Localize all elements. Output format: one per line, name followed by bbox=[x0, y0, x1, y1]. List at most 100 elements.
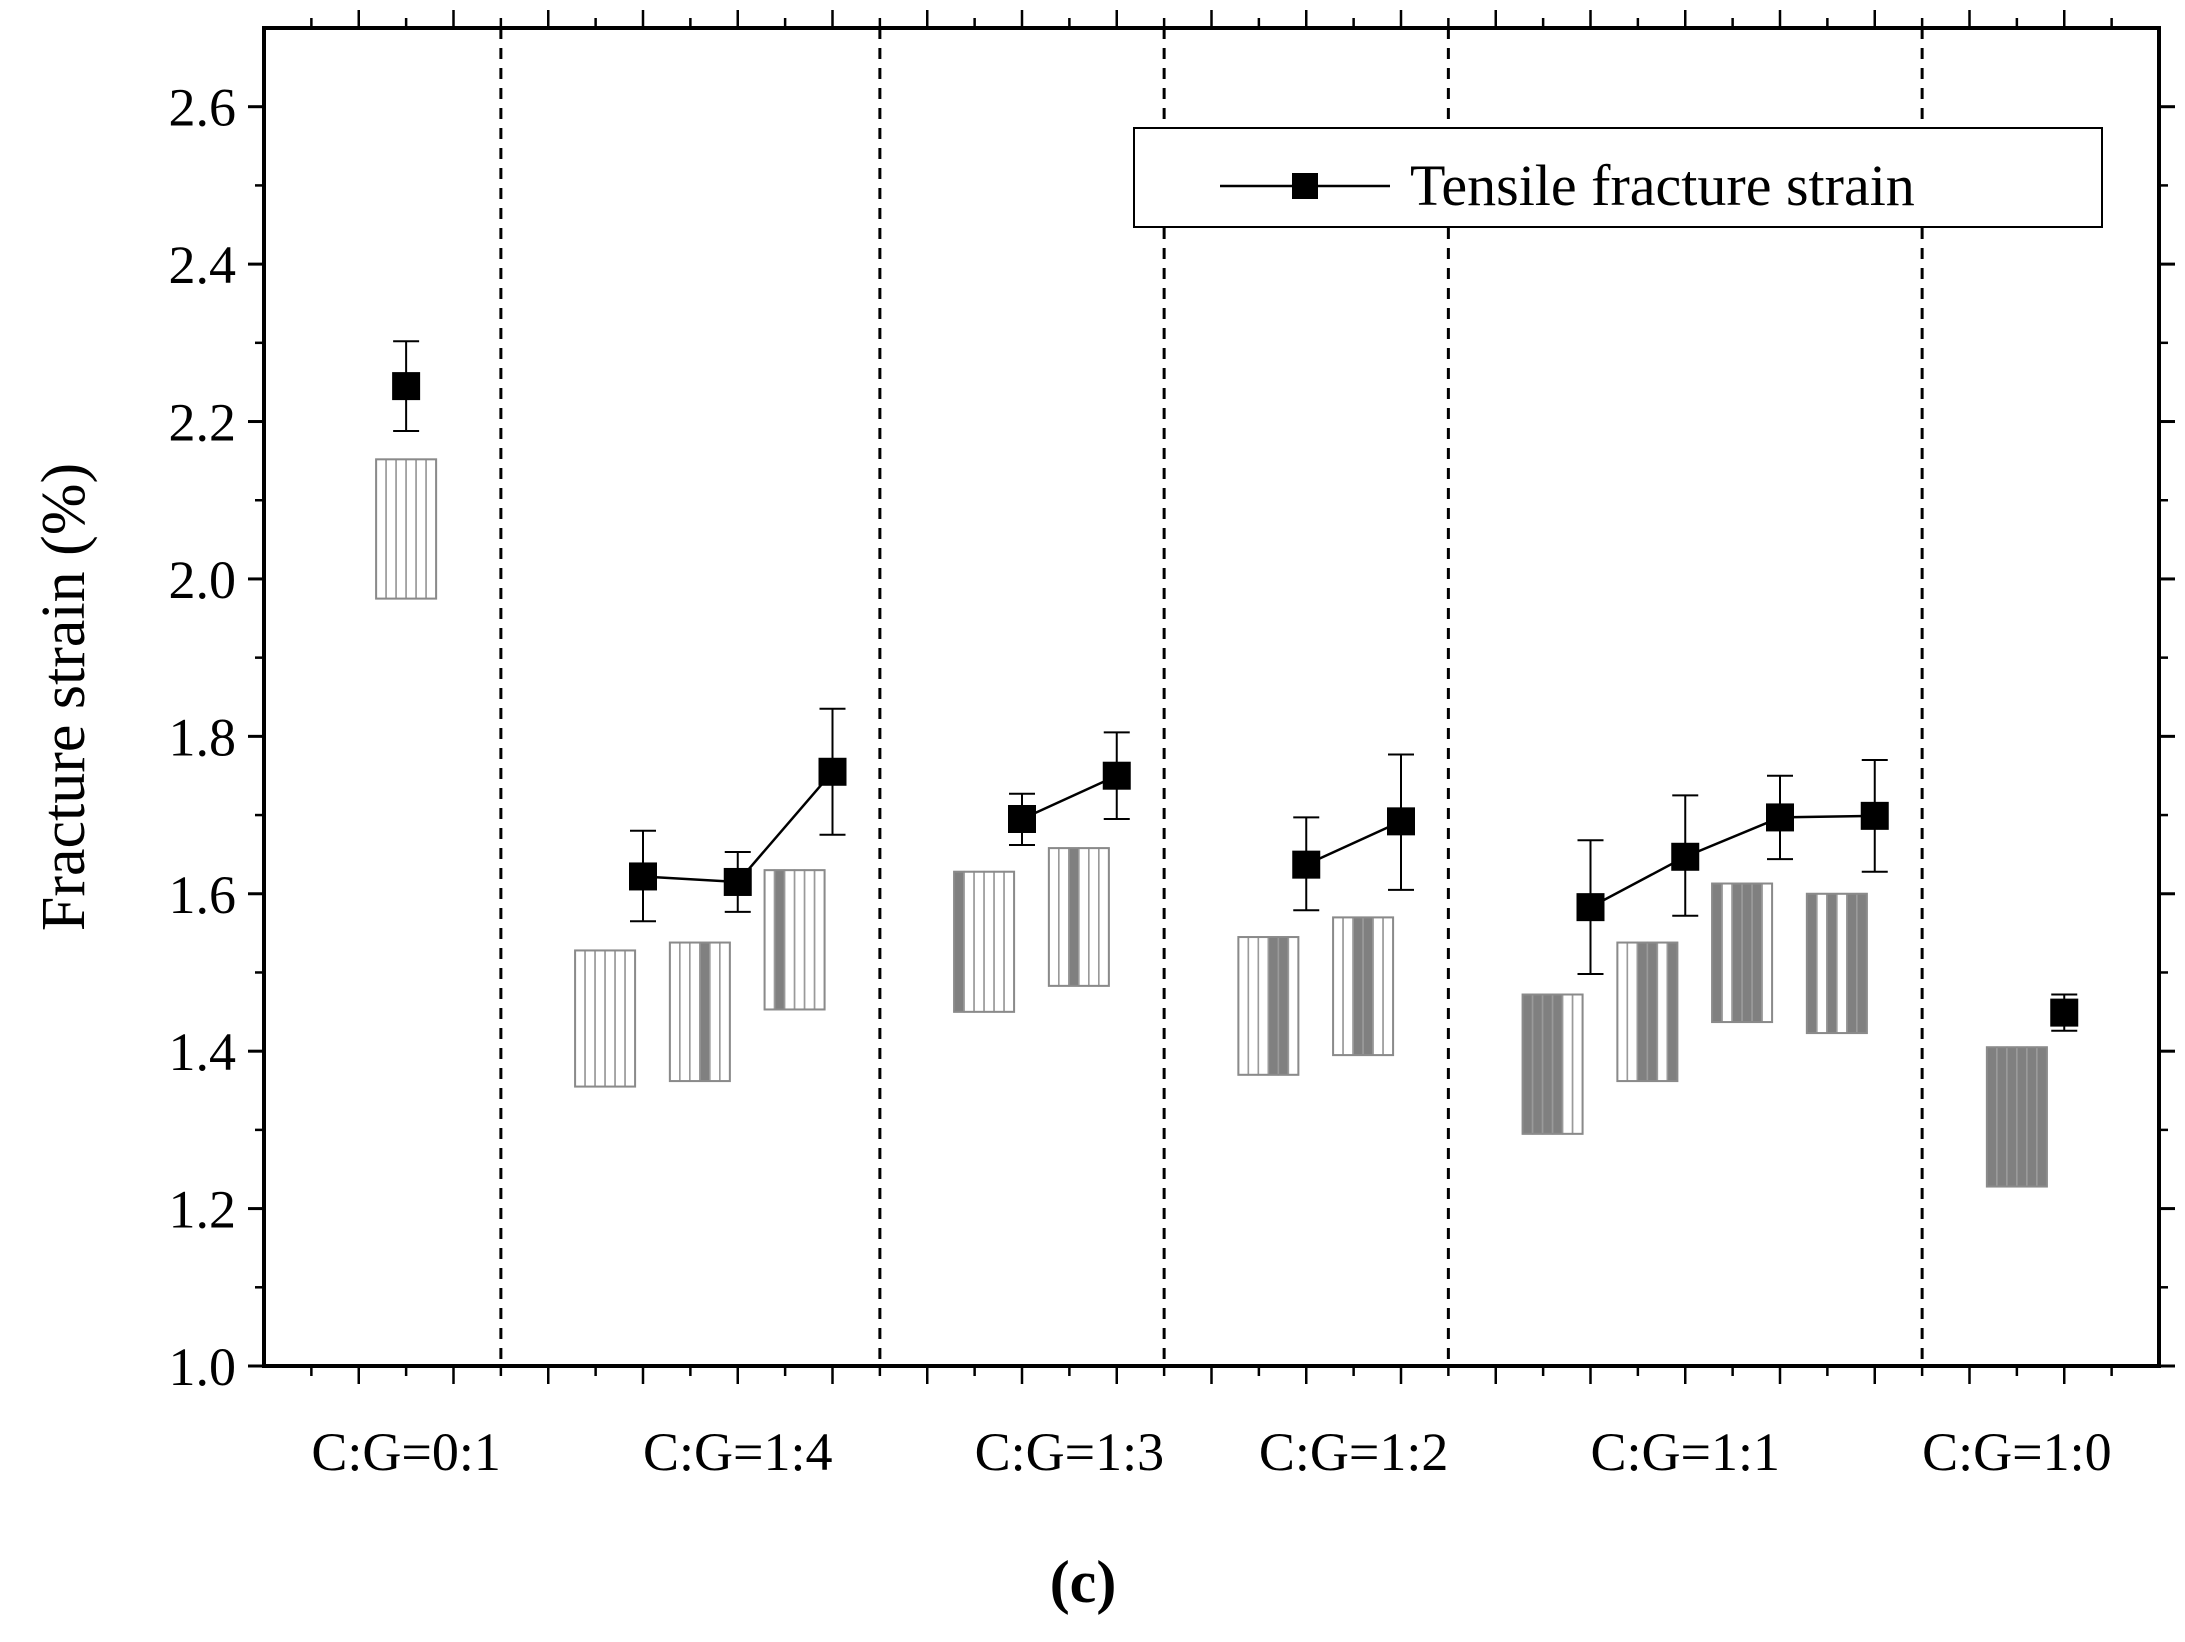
glass-ply bbox=[993, 870, 1005, 1013]
glass-ply bbox=[1626, 941, 1639, 1082]
carbon-ply bbox=[1996, 1046, 2008, 1188]
glass-ply bbox=[594, 949, 606, 1088]
y-tick-label: 2.6 bbox=[169, 78, 237, 138]
carbon-ply bbox=[1636, 941, 1649, 1082]
layup-icon-border bbox=[1521, 993, 1584, 1135]
glass-ply bbox=[1237, 936, 1250, 1076]
layup-icon-border bbox=[1332, 916, 1395, 1057]
glass-ply bbox=[624, 949, 636, 1088]
carbon-ply bbox=[1277, 936, 1290, 1076]
glass-ply bbox=[395, 458, 407, 600]
layup-icon-border bbox=[1047, 847, 1110, 987]
glass-ply bbox=[813, 869, 826, 1011]
glass-ply bbox=[1287, 936, 1300, 1076]
plot-frame bbox=[262, 26, 2161, 1368]
carbon-ply bbox=[1362, 916, 1374, 1056]
layup-icon-border bbox=[763, 869, 826, 1011]
carbon-ply bbox=[1731, 882, 1743, 1023]
layup-icon-border bbox=[668, 941, 731, 1083]
glass-ply bbox=[783, 869, 796, 1011]
glass-ply bbox=[1721, 882, 1733, 1023]
series-line bbox=[1589, 814, 1875, 909]
layup-icon-border bbox=[1985, 1046, 2048, 1188]
layup-icon-border bbox=[574, 949, 637, 1088]
layup-icon bbox=[1332, 916, 1395, 1057]
legend-label: Tensile fracture strain bbox=[1410, 153, 1915, 218]
glass-ply bbox=[719, 941, 731, 1082]
separator-layer bbox=[499, 28, 1924, 1366]
layup-icon-border bbox=[1805, 892, 1868, 1035]
carbon-ply bbox=[1826, 892, 1838, 1034]
x-group-label: C:G=1:1 bbox=[1591, 1422, 1780, 1482]
data-point-marker bbox=[392, 372, 421, 401]
glass-ply bbox=[1761, 882, 1773, 1023]
layup-icon-border bbox=[953, 870, 1016, 1013]
carbon-ply bbox=[2026, 1046, 2038, 1188]
data-point-marker bbox=[1766, 803, 1794, 832]
x-group-label: C:G=0:1 bbox=[311, 1422, 500, 1482]
carbon-ply bbox=[1711, 882, 1723, 1023]
series-layer bbox=[392, 340, 2079, 1032]
x-group-label: C:G=1:3 bbox=[975, 1422, 1164, 1482]
data-point-marker bbox=[629, 862, 657, 891]
layup-icon bbox=[1805, 892, 1868, 1035]
layup-icon bbox=[953, 870, 1016, 1013]
data-point-marker bbox=[818, 757, 847, 786]
layup-icon bbox=[1237, 936, 1300, 1076]
carbon-ply bbox=[1846, 892, 1858, 1034]
y-tick-label: 1.2 bbox=[169, 1180, 237, 1240]
data-point-marker bbox=[1671, 842, 1700, 871]
glass-ply bbox=[425, 458, 437, 600]
glass-ply bbox=[1561, 993, 1574, 1135]
carbon-ply bbox=[1646, 941, 1659, 1082]
glass-ply bbox=[614, 949, 626, 1088]
glass-ply bbox=[385, 458, 397, 600]
layup-icon-border bbox=[375, 458, 438, 600]
glass-ply bbox=[763, 869, 776, 1011]
x-group-label: C:G=1:0 bbox=[1922, 1422, 2111, 1482]
data-point-marker bbox=[1576, 893, 1605, 922]
axes-layer bbox=[262, 26, 2161, 1368]
data-point-marker bbox=[1292, 850, 1321, 879]
series-line bbox=[1021, 774, 1118, 821]
carbon-ply bbox=[1986, 1046, 1998, 1188]
glass-ply bbox=[415, 458, 427, 600]
carbon-ply bbox=[699, 941, 711, 1082]
layup-icon bbox=[1985, 1046, 2048, 1188]
carbon-ply bbox=[1521, 993, 1534, 1135]
glass-ply bbox=[1257, 936, 1270, 1076]
y-tick-label: 1.8 bbox=[169, 707, 237, 767]
glass-ply bbox=[709, 941, 721, 1082]
carbon-ply bbox=[1531, 993, 1544, 1135]
carbon-ply bbox=[1856, 892, 1868, 1034]
glass-ply bbox=[1048, 847, 1060, 987]
legend-marker-sample bbox=[1292, 173, 1318, 199]
layup-icon bbox=[1047, 847, 1110, 987]
carbon-ply bbox=[1751, 882, 1763, 1023]
series-line bbox=[1305, 820, 1402, 866]
glass-ply bbox=[1098, 847, 1110, 987]
glass-ply bbox=[1656, 941, 1669, 1082]
glass-ply bbox=[1372, 916, 1384, 1056]
y-tick-label: 2.4 bbox=[169, 235, 237, 295]
glass-ply bbox=[1003, 870, 1015, 1013]
glass-ply bbox=[584, 949, 596, 1088]
carbon-ply bbox=[1267, 936, 1280, 1076]
data-point-marker bbox=[1008, 804, 1036, 833]
layup-icon bbox=[375, 458, 438, 600]
carbon-ply bbox=[953, 870, 965, 1013]
carbon-ply bbox=[2016, 1046, 2028, 1188]
glass-ply bbox=[604, 949, 616, 1088]
glass-ply bbox=[1247, 936, 1260, 1076]
x-group-label: C:G=1:4 bbox=[643, 1422, 832, 1482]
glass-ply bbox=[689, 941, 701, 1082]
carbon-ply bbox=[1551, 993, 1564, 1135]
glass-ply bbox=[1816, 892, 1828, 1034]
layup-icon bbox=[1521, 993, 1584, 1135]
carbon-ply bbox=[1068, 847, 1080, 987]
data-point-marker bbox=[723, 867, 752, 896]
y-tick-label: 2.2 bbox=[169, 393, 237, 453]
glass-ply bbox=[983, 870, 995, 1013]
glass-ply bbox=[679, 941, 691, 1082]
